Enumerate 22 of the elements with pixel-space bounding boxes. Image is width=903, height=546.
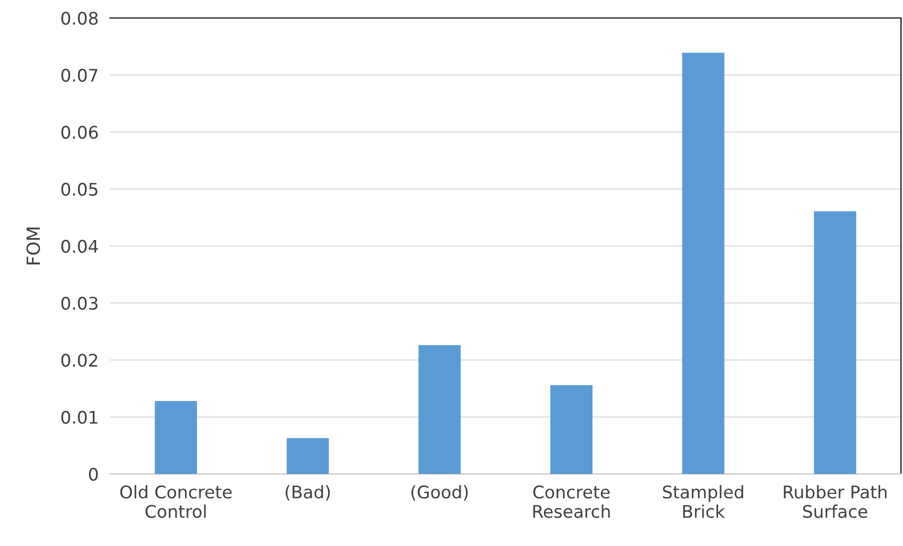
bar <box>418 345 461 474</box>
y-tick-label: 0.01 <box>61 410 98 424</box>
y-tick-label: 0.03 <box>61 296 98 310</box>
y-tick-label: 0.08 <box>61 12 98 25</box>
y-axis-title: FOM <box>26 228 40 264</box>
y-tick-label: 0.04 <box>61 240 98 253</box>
y-tick-label: 0.02 <box>61 354 98 367</box>
y-tick-label: 0.07 <box>61 68 98 82</box>
x-tick-label: Concrete Research <box>533 485 610 518</box>
bar <box>286 438 329 474</box>
y-tick-label: 0.05 <box>61 182 98 196</box>
x-tick-label: (Bad) <box>286 485 330 501</box>
y-tick-label: 0.06 <box>61 126 98 139</box>
x-tick-label: Stampled Brick <box>662 485 744 518</box>
x-tick-label: (Good) <box>411 485 468 501</box>
x-tick-label: Rubber Path Surface <box>784 485 887 518</box>
bar <box>550 385 593 474</box>
x-tick-label: Old Concrete Control <box>120 485 232 518</box>
bar <box>682 52 724 474</box>
bar <box>814 211 856 474</box>
bar <box>154 401 198 474</box>
y-tick-label: 0 <box>88 468 98 481</box>
